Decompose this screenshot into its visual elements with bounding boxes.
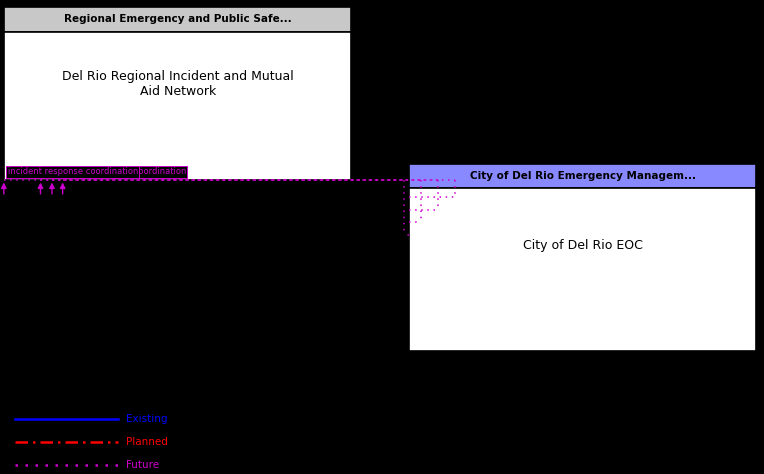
Bar xyxy=(409,188,756,351)
Text: Del Rio Regional Incident and Mutual
Aid Network: Del Rio Regional Incident and Mutual Aid… xyxy=(62,70,293,98)
Text: Planned: Planned xyxy=(126,437,168,447)
Bar xyxy=(4,32,351,180)
Text: incident response coordination: incident response coordination xyxy=(8,167,138,176)
Text: Future: Future xyxy=(126,460,159,470)
Bar xyxy=(409,164,756,188)
Text: Existing: Existing xyxy=(126,414,167,425)
Text: City of Del Rio Emergency Managem...: City of Del Rio Emergency Managem... xyxy=(470,171,695,181)
Text: City of Del Rio EOC: City of Del Rio EOC xyxy=(523,238,643,252)
Bar xyxy=(4,7,351,32)
Text: incident report: incident report xyxy=(66,167,129,176)
Text: Regional Emergency and Public Safe...: Regional Emergency and Public Safe... xyxy=(63,14,292,25)
Text: incident response coordination: incident response coordination xyxy=(56,167,186,176)
Text: incident report: incident report xyxy=(44,167,107,176)
